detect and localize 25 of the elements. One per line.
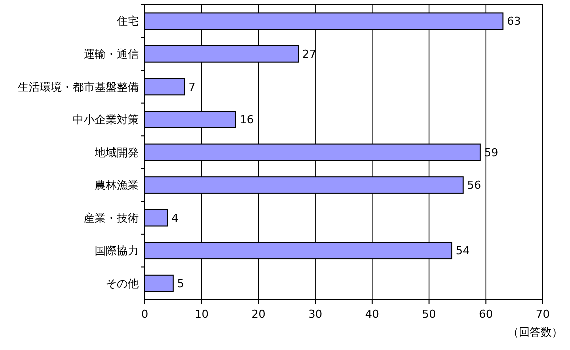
data-label: 56 xyxy=(467,179,482,192)
x-tick-label: 50 xyxy=(422,308,436,321)
x-tick-label: 0 xyxy=(142,308,148,321)
x-tick-label: 40 xyxy=(365,308,380,321)
y-tick-label: 住宅 xyxy=(117,15,139,28)
y-tick-label: 産業・技術 xyxy=(84,212,139,225)
x-tick-label: 10 xyxy=(194,308,209,321)
y-tick-label: 中小企業対策 xyxy=(73,114,139,127)
x-tick-label: 20 xyxy=(252,308,266,321)
x-tick-label: 70 xyxy=(536,308,550,321)
x-axis-title: （回答数） xyxy=(508,326,563,339)
x-tick-label: 30 xyxy=(308,308,323,321)
y-tick-label: その他 xyxy=(106,277,139,290)
data-label: 4 xyxy=(172,212,179,225)
x-tick-label: 60 xyxy=(479,308,494,321)
data-label: 7 xyxy=(188,80,196,94)
data-label: 16 xyxy=(240,114,254,127)
y-tick-label: 運輸・通信 xyxy=(84,48,139,62)
y-tick-label: 地域開発 xyxy=(94,146,139,160)
y-tick-label: 農林漁業 xyxy=(95,179,139,192)
data-label: 5 xyxy=(177,277,184,290)
data-label: 63 xyxy=(507,15,522,28)
data-label: 54 xyxy=(456,244,470,258)
y-tick-label: 生活環境・都市基盤整備 xyxy=(18,80,139,94)
y-tick-label: 国際協力 xyxy=(95,244,139,258)
